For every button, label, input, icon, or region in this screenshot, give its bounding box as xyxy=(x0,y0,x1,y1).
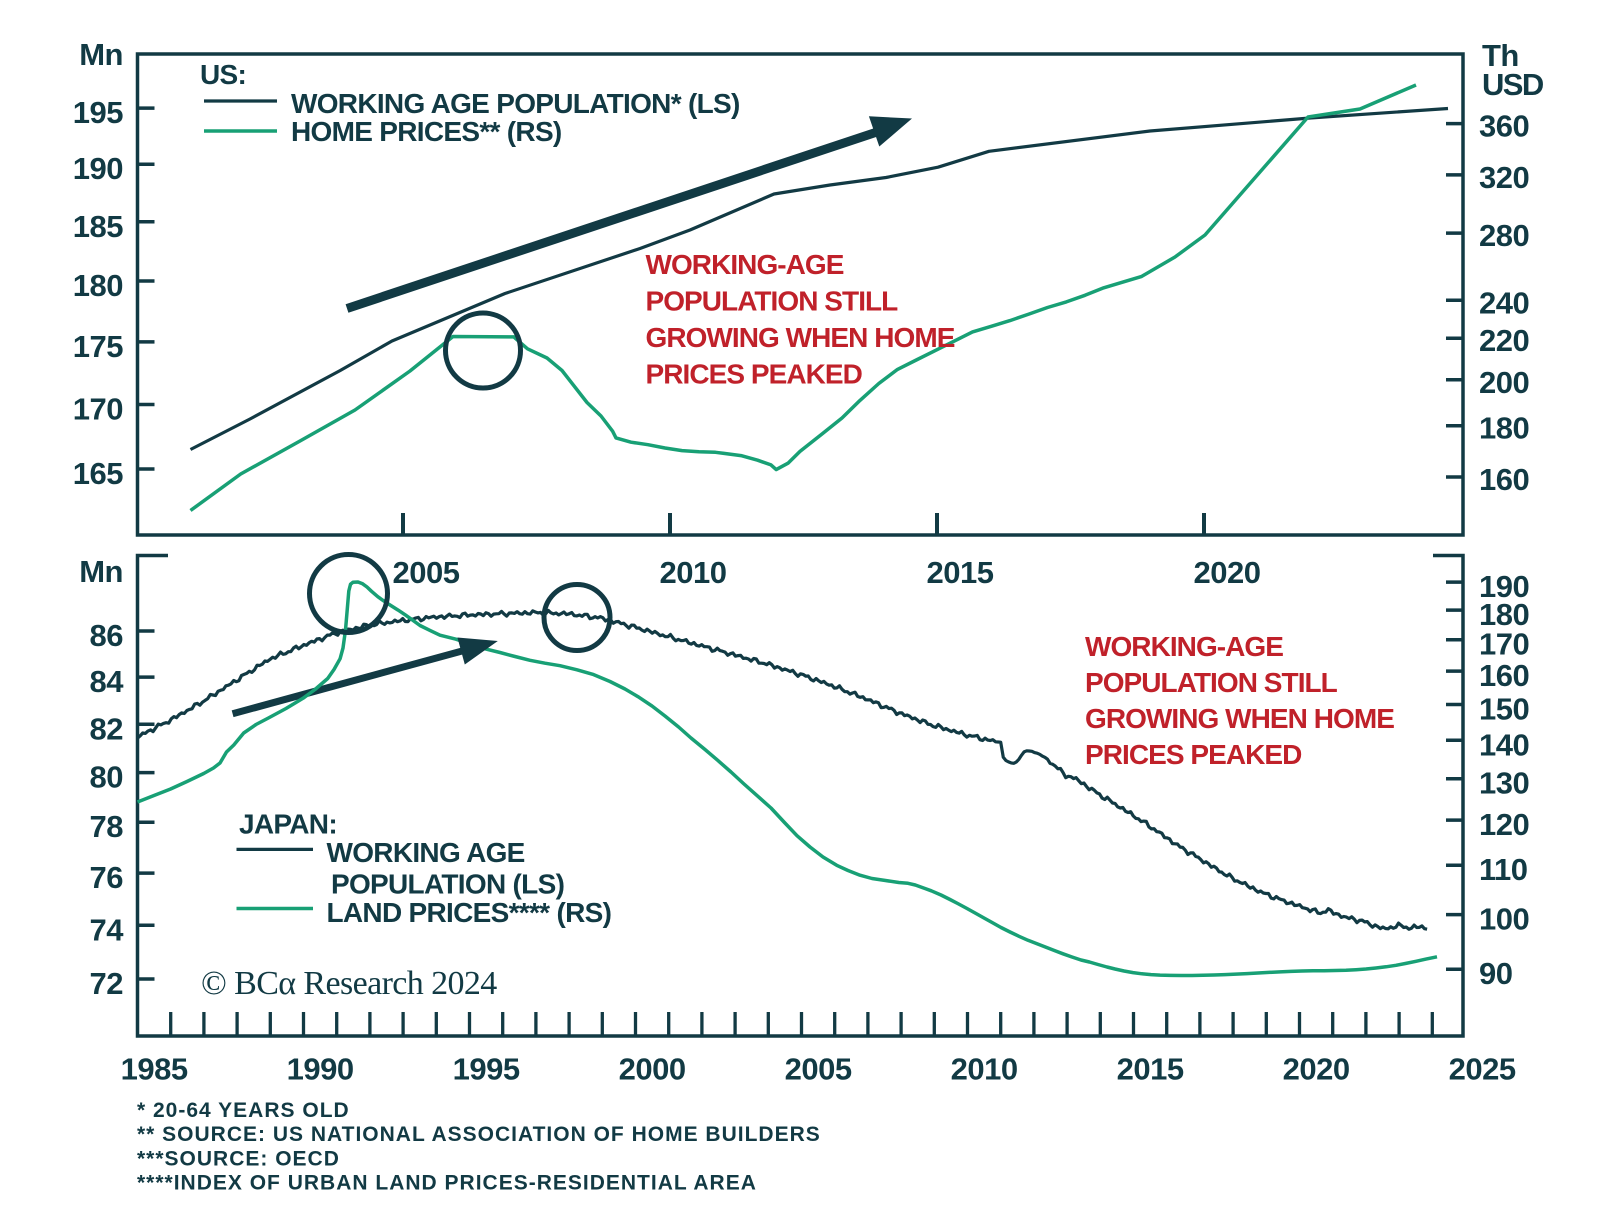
svg-text:360: 360 xyxy=(1479,109,1529,144)
svg-text:2005: 2005 xyxy=(393,555,460,590)
svg-text:***SOURCE: OECD: ***SOURCE: OECD xyxy=(137,1147,340,1170)
svg-text:USD: USD xyxy=(1482,67,1544,102)
svg-text:2020: 2020 xyxy=(1194,555,1261,590)
svg-text:WORKING-AGE: WORKING-AGE xyxy=(1085,631,1283,662)
svg-text:82: 82 xyxy=(90,711,123,746)
svg-text:120: 120 xyxy=(1479,807,1529,842)
svg-text:170: 170 xyxy=(1479,627,1529,662)
svg-text:Mn: Mn xyxy=(79,554,123,589)
svg-text:© BCα Research 2024: © BCα Research 2024 xyxy=(201,965,497,1002)
svg-text:185: 185 xyxy=(73,209,123,244)
svg-text:GROWING WHEN HOME: GROWING WHEN HOME xyxy=(646,322,955,353)
svg-text:POPULATION STILL: POPULATION STILL xyxy=(646,286,899,317)
svg-text:160: 160 xyxy=(1479,658,1529,693)
svg-text:130: 130 xyxy=(1479,766,1529,801)
svg-text:160: 160 xyxy=(1479,462,1529,497)
svg-text:* 20-64 YEARS OLD: * 20-64 YEARS OLD xyxy=(137,1099,350,1122)
svg-text:180: 180 xyxy=(1479,411,1529,446)
svg-text:** SOURCE: US NATIONAL ASSOCIA: ** SOURCE: US NATIONAL ASSOCIATION OF HO… xyxy=(137,1123,821,1146)
svg-text:US:: US: xyxy=(200,59,246,90)
svg-text:Mn: Mn xyxy=(79,37,123,72)
svg-text:HOME PRICES** (RS): HOME PRICES** (RS) xyxy=(291,116,562,147)
svg-text:1990: 1990 xyxy=(287,1052,354,1087)
svg-text:WORKING-AGE: WORKING-AGE xyxy=(646,249,844,280)
svg-text:POPULATION (LS): POPULATION (LS) xyxy=(331,869,564,900)
svg-text:2005: 2005 xyxy=(785,1052,852,1087)
svg-text:****INDEX OF URBAN LAND PRICES: ****INDEX OF URBAN LAND PRICES-RESIDENTI… xyxy=(137,1172,757,1195)
svg-text:190: 190 xyxy=(1479,569,1529,604)
svg-text:WORKING AGE: WORKING AGE xyxy=(327,837,525,868)
svg-text:170: 170 xyxy=(73,392,123,427)
svg-text:80: 80 xyxy=(90,760,123,795)
svg-text:LAND PRICES**** (RS): LAND PRICES**** (RS) xyxy=(327,897,612,928)
svg-text:2000: 2000 xyxy=(619,1052,686,1087)
svg-text:72: 72 xyxy=(90,966,123,1001)
svg-text:PRICES PEAKED: PRICES PEAKED xyxy=(646,359,863,390)
svg-text:190: 190 xyxy=(73,151,123,186)
svg-text:2010: 2010 xyxy=(660,555,727,590)
svg-text:GROWING WHEN HOME: GROWING WHEN HOME xyxy=(1085,703,1394,734)
svg-text:PRICES PEAKED: PRICES PEAKED xyxy=(1085,739,1302,770)
svg-text:200: 200 xyxy=(1479,365,1529,400)
svg-text:280: 280 xyxy=(1479,218,1529,253)
svg-text:320: 320 xyxy=(1479,160,1529,195)
svg-text:180: 180 xyxy=(73,268,123,303)
svg-text:2010: 2010 xyxy=(951,1052,1018,1087)
svg-text:2015: 2015 xyxy=(1117,1052,1184,1087)
svg-text:Th: Th xyxy=(1482,38,1519,73)
svg-text:195: 195 xyxy=(73,95,123,130)
svg-text:76: 76 xyxy=(90,860,124,895)
svg-text:180: 180 xyxy=(1479,597,1529,632)
svg-text:1995: 1995 xyxy=(453,1052,520,1087)
svg-text:220: 220 xyxy=(1479,323,1529,358)
svg-text:84: 84 xyxy=(90,664,125,699)
svg-text:100: 100 xyxy=(1479,902,1529,937)
svg-text:WORKING AGE POPULATION* (LS): WORKING AGE POPULATION* (LS) xyxy=(291,88,740,119)
svg-text:1985: 1985 xyxy=(121,1052,188,1087)
svg-text:JAPAN:: JAPAN: xyxy=(239,809,337,840)
svg-text:165: 165 xyxy=(73,456,123,491)
svg-text:POPULATION STILL: POPULATION STILL xyxy=(1085,667,1338,698)
svg-text:74: 74 xyxy=(90,912,125,947)
svg-text:110: 110 xyxy=(1479,852,1528,887)
svg-text:86: 86 xyxy=(90,618,124,653)
svg-text:90: 90 xyxy=(1479,956,1512,991)
svg-text:240: 240 xyxy=(1479,285,1529,320)
svg-text:140: 140 xyxy=(1479,727,1529,762)
svg-text:2015: 2015 xyxy=(927,555,994,590)
svg-text:150: 150 xyxy=(1479,692,1529,727)
svg-text:175: 175 xyxy=(73,329,123,364)
svg-text:78: 78 xyxy=(90,809,124,844)
svg-text:2025: 2025 xyxy=(1449,1052,1516,1087)
svg-text:2020: 2020 xyxy=(1283,1052,1350,1087)
